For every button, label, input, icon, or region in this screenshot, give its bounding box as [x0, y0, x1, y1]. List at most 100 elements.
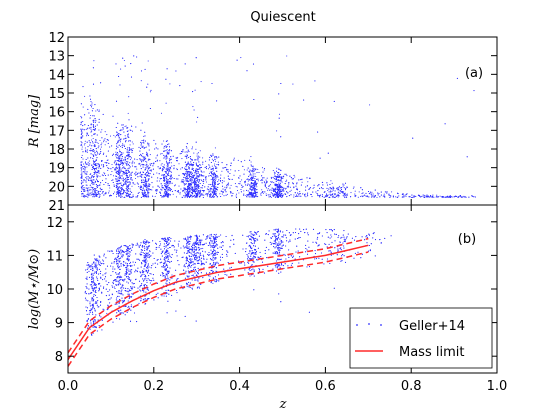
scatter-point: [331, 182, 333, 184]
scatter-point: [186, 157, 188, 159]
scatter-point: [122, 179, 124, 181]
scatter-point: [237, 159, 239, 161]
scatter-point: [132, 183, 134, 185]
scatter-point: [165, 193, 167, 195]
scatter-point: [155, 147, 157, 149]
scatter-point: [195, 148, 197, 150]
scatter-point: [223, 177, 225, 179]
scatter-point: [210, 196, 212, 198]
scatter-point: [170, 150, 172, 152]
scatter-point: [129, 174, 131, 176]
scatter-point: [104, 138, 106, 140]
scatter-point: [195, 159, 197, 161]
scatter-point: [166, 152, 168, 154]
scatter-point: [186, 143, 188, 145]
scatter-point: [123, 173, 125, 175]
scatter-point: [107, 174, 109, 176]
scatter-point: [473, 90, 475, 92]
scatter-point: [184, 167, 186, 169]
scatter-point: [98, 118, 100, 120]
scatter-point: [327, 152, 329, 154]
scatter-point: [119, 169, 121, 171]
scatter-point: [254, 190, 256, 192]
scatter-point: [177, 178, 179, 180]
scatter-point: [197, 171, 199, 173]
scatter-point: [89, 127, 91, 129]
scatter-point: [127, 161, 129, 163]
scatter-point: [107, 139, 109, 141]
scatter-point: [167, 190, 169, 192]
scatter-point: [142, 181, 144, 183]
scatter-point: [127, 171, 129, 173]
scatter-point: [82, 193, 84, 195]
scatter-point: [118, 187, 120, 189]
scatter-point: [120, 155, 122, 157]
scatter-point: [190, 178, 192, 180]
scatter-point: [181, 179, 183, 181]
scatter-point: [80, 124, 82, 126]
scatter-point: [127, 150, 129, 152]
scatter-point: [386, 192, 388, 194]
scatter-point: [157, 148, 159, 150]
scatter-point: [94, 181, 97, 183]
scatter-point: [269, 189, 271, 191]
scatter-point: [253, 179, 255, 182]
scatter-point: [166, 157, 168, 159]
scatter-point: [93, 183, 95, 185]
scatter-point: [283, 187, 285, 189]
scatter-point: [142, 188, 144, 190]
scatter-point: [146, 196, 148, 198]
scatter-point: [134, 166, 136, 168]
scatter-point: [169, 175, 171, 177]
scatter-point: [196, 164, 198, 166]
scatter-point: [94, 118, 96, 120]
scatter-point: [115, 148, 117, 150]
scatter-point: [194, 159, 196, 161]
scatter-point: [86, 171, 88, 173]
scatter-point: [151, 189, 153, 191]
scatter-point: [322, 188, 324, 190]
scatter-point: [140, 144, 142, 146]
scatter-point: [300, 179, 302, 181]
scatter-point: [169, 150, 171, 152]
scatter-point: [234, 183, 236, 185]
scatter-point: [183, 180, 185, 182]
scatter-point: [171, 182, 173, 184]
scatter-point: [278, 117, 280, 119]
scatter-point: [254, 188, 256, 190]
scatter-point: [376, 196, 378, 199]
scatter-point: [186, 155, 188, 157]
scatter-point: [144, 179, 146, 181]
scatter-point: [326, 182, 328, 184]
scatter-point: [112, 167, 114, 169]
scatter-point: [216, 176, 218, 178]
scatter-point: [109, 146, 111, 148]
scatter-point: [90, 114, 92, 117]
scatter-point: [138, 146, 140, 148]
scatter-point: [103, 183, 105, 186]
scatter-point: [87, 187, 89, 189]
scatter-point: [85, 187, 87, 189]
scatter-point: [140, 175, 142, 177]
scatter-point: [90, 157, 92, 159]
scatter-point: [124, 157, 126, 159]
scatter-point: [291, 178, 293, 180]
scatter-point: [127, 193, 130, 195]
scatter-point: [216, 175, 218, 177]
scatter-point: [140, 155, 143, 157]
scatter-point: [215, 188, 217, 191]
scatter-point: [147, 142, 149, 144]
scatter-point: [354, 190, 356, 192]
scatter-point: [319, 195, 321, 197]
scatter-point: [140, 143, 143, 145]
scatter-point: [89, 177, 91, 180]
scatter-point: [135, 171, 137, 173]
scatter-point: [205, 160, 207, 162]
scatter-point: [201, 171, 203, 173]
scatter-point: [129, 156, 131, 158]
scatter-point: [167, 171, 170, 173]
scatter-point: [272, 190, 275, 192]
scatter-point: [192, 192, 194, 194]
scatter-point: [93, 146, 95, 148]
scatter-point: [80, 164, 82, 166]
